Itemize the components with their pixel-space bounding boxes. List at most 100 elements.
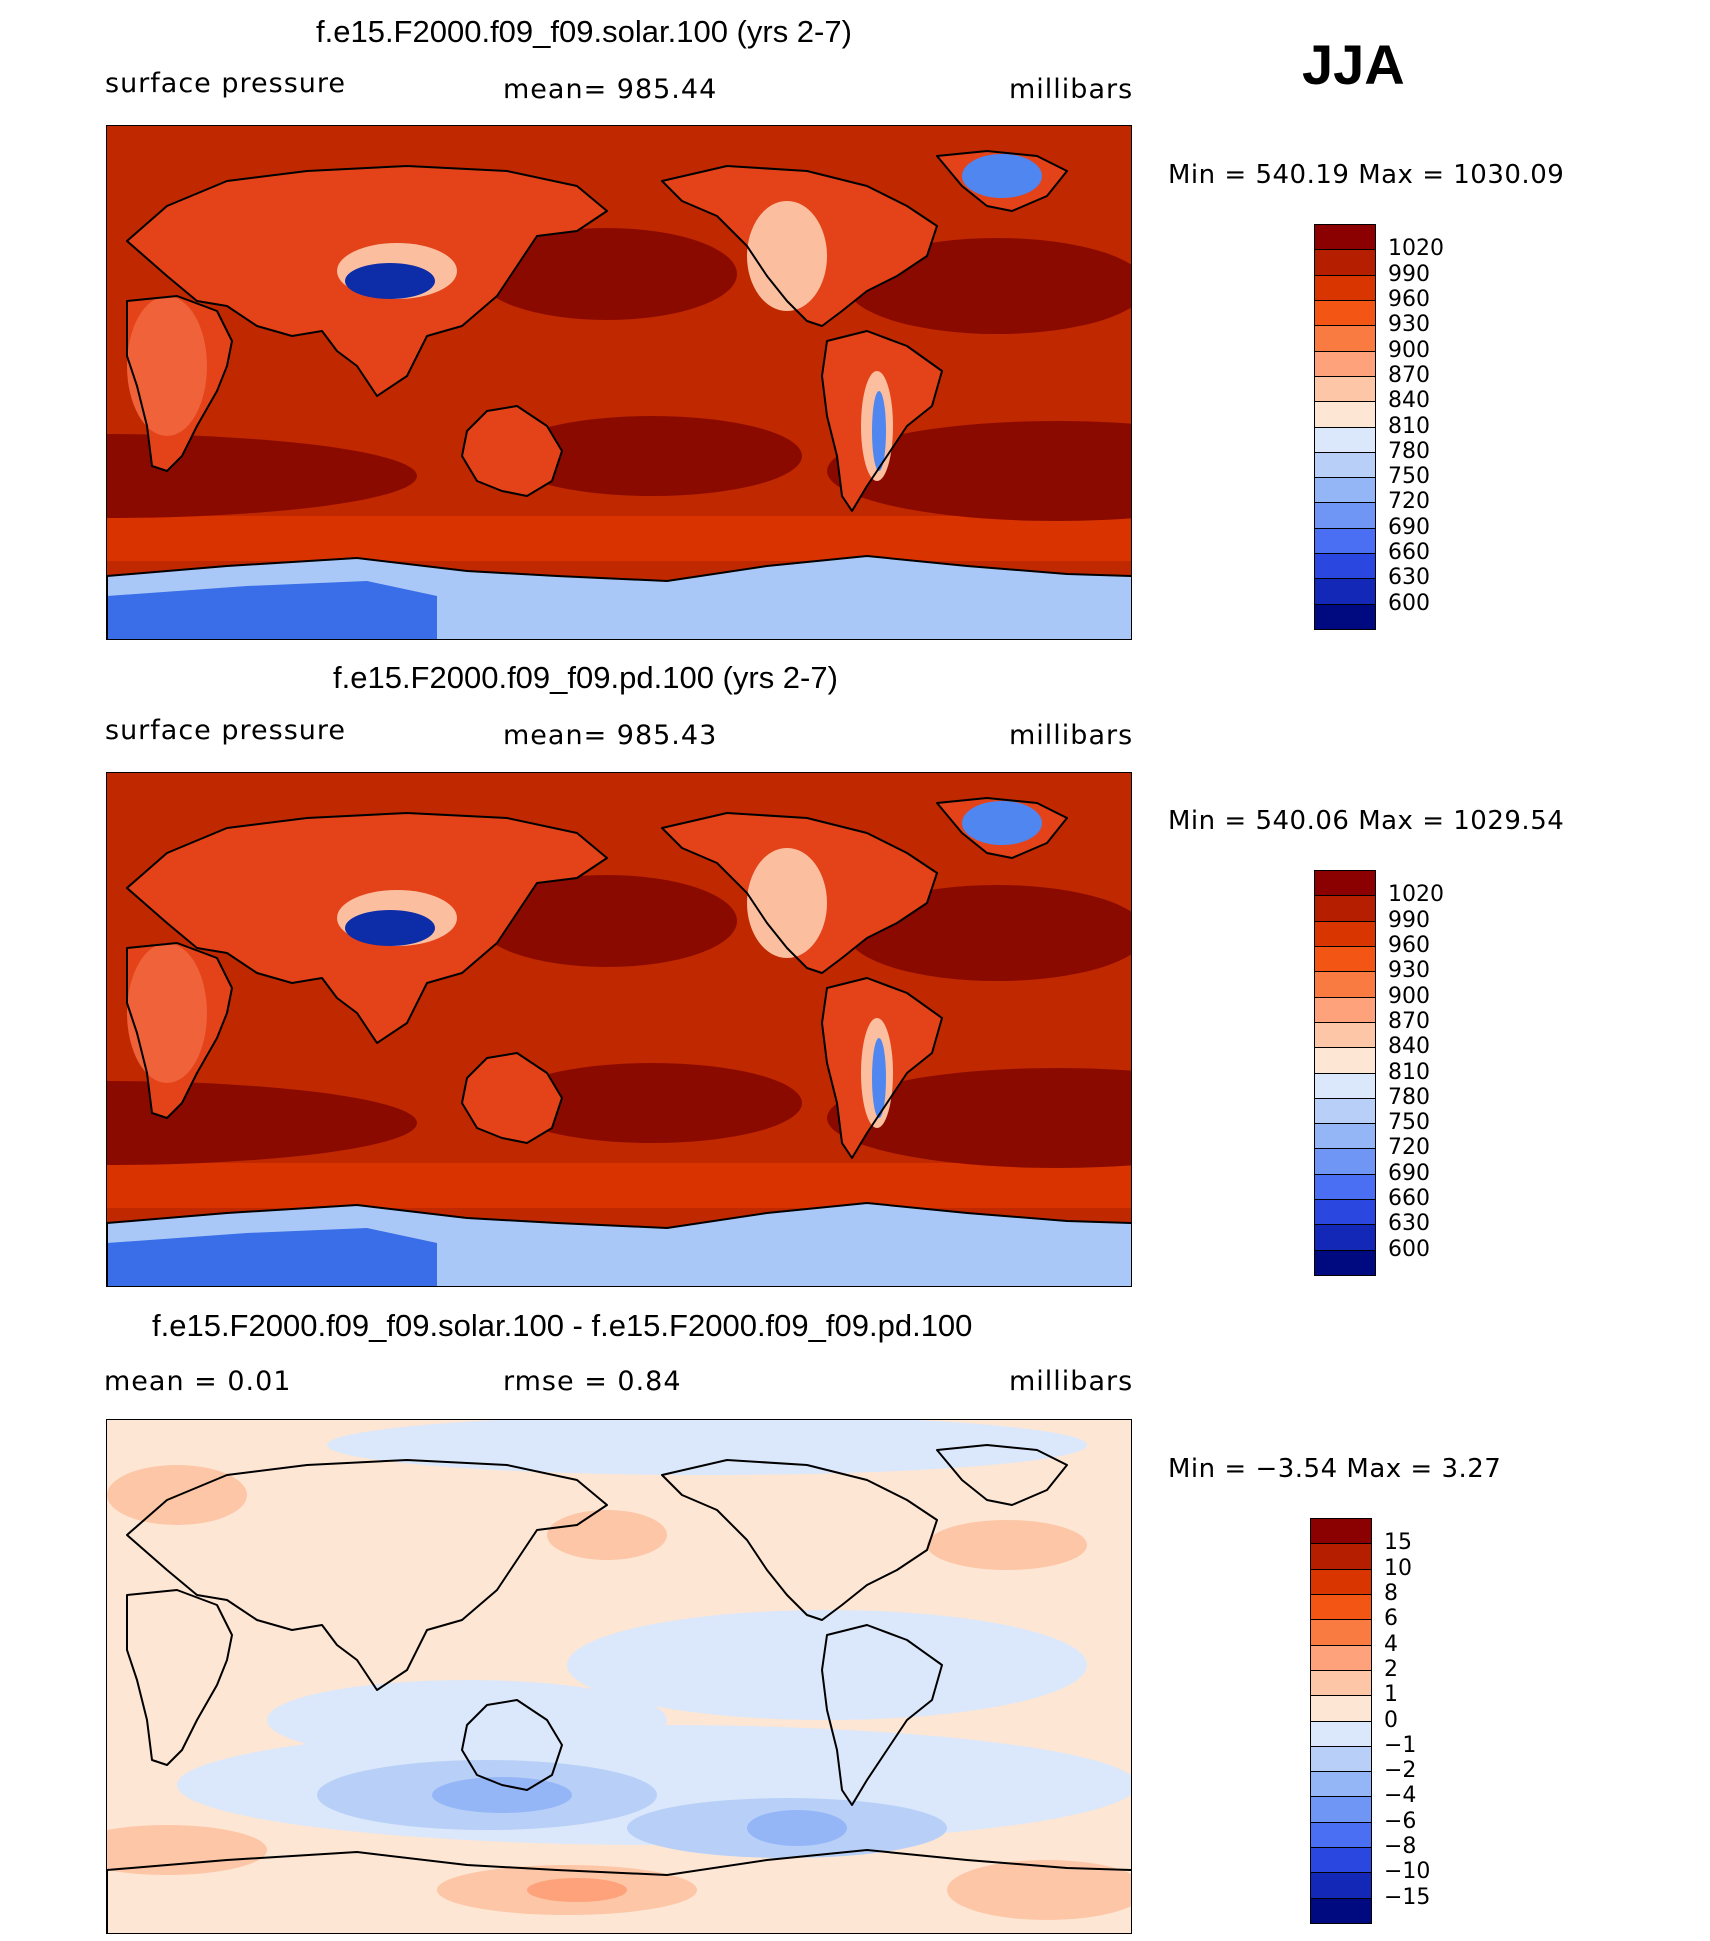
colorbar-swatch bbox=[1314, 603, 1376, 630]
colorbar-swatch bbox=[1314, 1224, 1376, 1251]
colorbar-label: 600 bbox=[1388, 590, 1430, 616]
highland-pressure-field bbox=[747, 201, 827, 311]
colorbar-swatch bbox=[1310, 1796, 1372, 1823]
ice-sheet-pressure-field bbox=[107, 581, 437, 639]
plateau-pressure-field bbox=[345, 910, 435, 946]
plateau-pressure-field bbox=[872, 391, 886, 471]
variable-label: surface pressure bbox=[105, 68, 346, 99]
colorbar-label: 900 bbox=[1388, 337, 1430, 363]
negative-anomaly bbox=[747, 1810, 847, 1846]
colorbar-swatch bbox=[1314, 1173, 1376, 1201]
australia-outline bbox=[461, 1699, 563, 1791]
colorbar-swatch bbox=[1314, 249, 1376, 276]
colorbar-swatch bbox=[1314, 375, 1376, 403]
colorbar-swatch bbox=[1314, 224, 1376, 251]
greenland-outline bbox=[936, 797, 1068, 859]
north-america-outline bbox=[661, 812, 938, 974]
colorbar-swatch bbox=[1310, 1619, 1372, 1646]
colorbar-label: 960 bbox=[1388, 932, 1430, 958]
colorbar-label: 750 bbox=[1388, 1110, 1430, 1136]
colorbar-swatch bbox=[1310, 1518, 1372, 1545]
positive-anomaly bbox=[947, 1860, 1131, 1920]
land-pressure-field bbox=[127, 296, 207, 436]
land-pressure-field bbox=[127, 943, 207, 1083]
min-max-label: Min = 540.19 Max = 1030.09 bbox=[1168, 160, 1565, 190]
colorbar-label: 810 bbox=[1388, 1059, 1430, 1085]
colorbar-swatch bbox=[1310, 1669, 1372, 1697]
colorbar-label: 2 bbox=[1384, 1656, 1398, 1682]
variable-label: surface pressure bbox=[105, 715, 346, 746]
colorbar-label: −1 bbox=[1384, 1732, 1417, 1758]
positive-anomaly bbox=[927, 1520, 1087, 1570]
colorbar-swatch bbox=[1314, 1072, 1376, 1099]
colorbar-swatch bbox=[1310, 1847, 1372, 1874]
rmse-label: rmse = 0.84 bbox=[503, 1366, 682, 1397]
colorbar-swatch bbox=[1314, 1021, 1376, 1049]
africa-outline bbox=[126, 942, 233, 1119]
colorbar-label: 6 bbox=[1384, 1606, 1398, 1632]
colorbar-swatch bbox=[1314, 502, 1376, 529]
colorbar-swatch bbox=[1310, 1695, 1372, 1722]
north-america-outline bbox=[661, 165, 938, 327]
ice-sheet-pressure-field bbox=[962, 801, 1042, 845]
colorbar-label: 8 bbox=[1384, 1580, 1398, 1606]
colorbar-label: 870 bbox=[1388, 362, 1430, 388]
southern-pressure-belt bbox=[107, 516, 1131, 561]
south-america-outline bbox=[821, 977, 943, 1159]
africa-outline bbox=[126, 295, 233, 472]
southern-pressure-belt bbox=[107, 1163, 1131, 1208]
negative-anomaly bbox=[327, 1420, 1087, 1475]
season-label: JJA bbox=[1302, 33, 1405, 96]
high-pressure-cell bbox=[107, 1081, 417, 1165]
antarctica-outline bbox=[107, 1849, 1131, 1933]
ice-sheet-pressure-field bbox=[107, 1228, 437, 1286]
surface-pressure-map bbox=[106, 125, 1132, 640]
colorbar-swatch bbox=[1314, 1199, 1376, 1226]
colorbar-swatch bbox=[1314, 1047, 1376, 1074]
map-canvas bbox=[107, 126, 1131, 639]
colorbar-label: 1020 bbox=[1388, 882, 1444, 908]
colorbar-label: −4 bbox=[1384, 1783, 1417, 1809]
africa-outline bbox=[126, 1589, 233, 1766]
mean-label: mean= 985.43 bbox=[503, 720, 718, 751]
ice-sheet-pressure-field bbox=[667, 596, 867, 639]
positive-anomaly bbox=[107, 1825, 267, 1875]
eurasia-outline bbox=[126, 1459, 608, 1691]
colorbar-label: 1020 bbox=[1388, 236, 1444, 262]
high-pressure-cell bbox=[502, 416, 802, 496]
colorbar-swatch bbox=[1314, 553, 1376, 580]
australia-outline bbox=[461, 405, 563, 497]
greenland-outline bbox=[936, 1444, 1068, 1506]
colorbar: 1020 990 960 930 900 870 840 810 780 750 720 690 660… bbox=[1314, 224, 1444, 630]
colorbar-swatch bbox=[1314, 426, 1376, 453]
north-america-outline bbox=[661, 1459, 938, 1621]
colorbar-swatch bbox=[1314, 350, 1376, 377]
colorbar-swatch bbox=[1314, 578, 1376, 605]
negative-anomaly bbox=[432, 1777, 572, 1813]
colorbar-label: −10 bbox=[1384, 1859, 1431, 1885]
colorbar-swatch bbox=[1310, 1897, 1372, 1924]
highland-pressure-field bbox=[747, 848, 827, 958]
negative-anomaly bbox=[567, 1610, 1087, 1720]
colorbar-swatch bbox=[1310, 1821, 1372, 1849]
map-canvas bbox=[107, 1420, 1131, 1933]
positive-anomaly bbox=[547, 1510, 667, 1560]
colorbar-label: 660 bbox=[1388, 1186, 1430, 1212]
colorbar-label: 990 bbox=[1388, 261, 1430, 287]
min-max-label: Min = −3.54 Max = 3.27 bbox=[1168, 1454, 1502, 1484]
difference-map bbox=[106, 1419, 1132, 1934]
antarctica-outline bbox=[107, 555, 1131, 639]
colorbar-label: 870 bbox=[1388, 1008, 1430, 1034]
colorbar-swatch bbox=[1314, 996, 1376, 1023]
colorbar-label: 720 bbox=[1388, 489, 1430, 515]
high-pressure-cell bbox=[502, 1063, 802, 1143]
colorbar-swatch bbox=[1314, 299, 1376, 327]
colorbar-label: −8 bbox=[1384, 1834, 1417, 1860]
colorbar-swatch bbox=[1314, 870, 1376, 897]
australia-outline bbox=[461, 1052, 563, 1144]
colorbar-swatch bbox=[1314, 920, 1376, 947]
colorbar-label: 630 bbox=[1388, 1211, 1430, 1237]
colorbar-label: 750 bbox=[1388, 464, 1430, 490]
surface-pressure-map bbox=[106, 772, 1132, 1287]
units-label: millibars bbox=[1009, 74, 1134, 105]
